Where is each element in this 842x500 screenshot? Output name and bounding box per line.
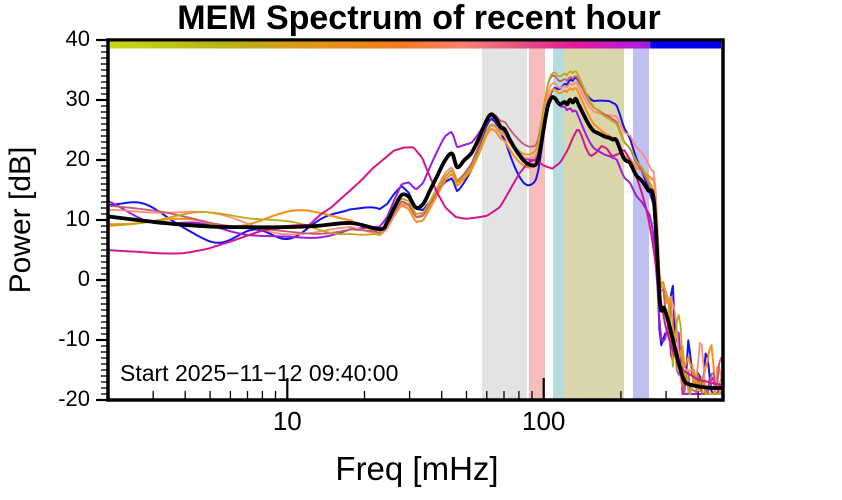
svg-text:0: 0 bbox=[78, 266, 90, 291]
svg-text:40: 40 bbox=[66, 26, 90, 51]
svg-text:-20: -20 bbox=[58, 386, 90, 411]
svg-text:20: 20 bbox=[66, 146, 90, 171]
svg-text:10: 10 bbox=[273, 406, 302, 436]
svg-text:Power [dB]: Power [dB] bbox=[4, 147, 37, 294]
svg-text:Freq [mHz]: Freq [mHz] bbox=[335, 450, 498, 487]
svg-text:10: 10 bbox=[66, 206, 90, 231]
svg-text:30: 30 bbox=[66, 86, 90, 111]
svg-text:-10: -10 bbox=[58, 326, 90, 351]
svg-text:100: 100 bbox=[522, 406, 565, 436]
svg-text:Start 2025−11−12 09:40:00: Start 2025−11−12 09:40:00 bbox=[120, 360, 398, 386]
svg-text:MEM Spectrum of recent hour: MEM Spectrum of recent hour bbox=[177, 0, 661, 37]
